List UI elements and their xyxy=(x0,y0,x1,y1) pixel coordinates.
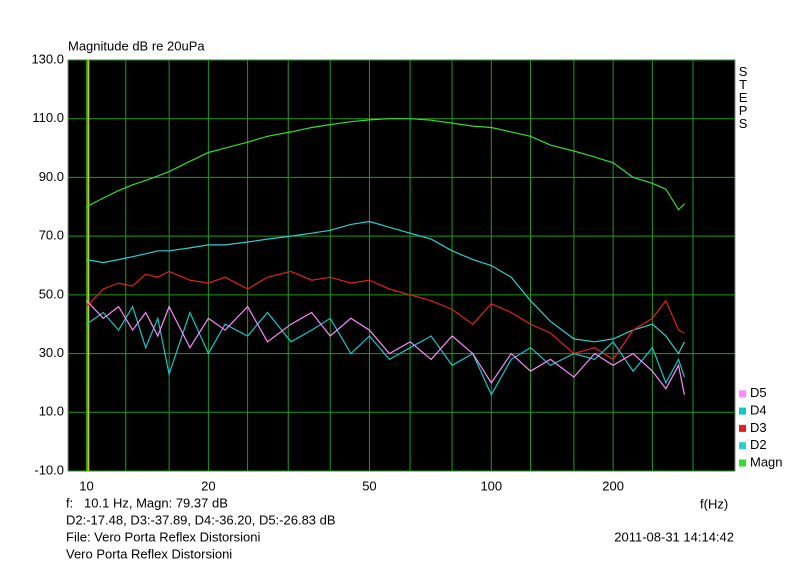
y-axis-label: Magnitude dB re 20uPa xyxy=(68,38,205,53)
y-tick-label: 110.0 xyxy=(32,110,64,125)
y-tick-label: 30.0 xyxy=(39,345,64,360)
series-line xyxy=(86,118,685,211)
x-tick-label: 200 xyxy=(602,478,624,493)
x-axis-label: f(Hz) xyxy=(700,496,728,511)
y-tick-label: 90.0 xyxy=(39,169,64,184)
legend-label: D5 xyxy=(750,385,767,400)
info-line: D2:-17.48, D3:-37.89, D4:-36.20, D5:-26.… xyxy=(66,512,336,527)
legend-swatch xyxy=(739,459,746,467)
x-tick-label: 20 xyxy=(201,478,215,493)
right-label: STEPS xyxy=(736,64,751,129)
plot-area xyxy=(67,59,736,472)
info-line: f: 10.1 Hz, Magn: 79.37 dB xyxy=(66,495,228,510)
series-line xyxy=(86,305,685,397)
legend-swatch xyxy=(739,407,746,415)
legend-label: D4 xyxy=(750,403,767,418)
x-tick-label: 100 xyxy=(480,478,502,493)
series-line xyxy=(86,220,685,355)
info-file: File: Vero Porta Reflex Distorsioni xyxy=(66,529,260,544)
legend-label: Magn xyxy=(750,454,783,469)
timestamp: 2011-08-31 14:14:42 xyxy=(614,529,734,544)
y-tick-label: 70.0 xyxy=(39,228,64,243)
y-tick-label: -10.0 xyxy=(34,462,64,477)
series-line xyxy=(86,300,685,395)
y-tick-label: 130.0 xyxy=(31,51,64,66)
info-name: Vero Porta Reflex Distorsioni xyxy=(66,546,232,561)
y-tick-label: 50.0 xyxy=(39,286,64,301)
legend-swatch xyxy=(739,442,746,450)
legend-swatch xyxy=(739,390,746,398)
legend-label: D3 xyxy=(750,420,767,435)
x-tick-label: 50 xyxy=(362,478,376,493)
legend-swatch xyxy=(739,424,746,432)
series-line xyxy=(86,270,685,361)
x-tick-label: 10 xyxy=(79,478,93,493)
y-tick-label: 10.0 xyxy=(39,404,64,419)
legend-label: D2 xyxy=(750,437,767,452)
